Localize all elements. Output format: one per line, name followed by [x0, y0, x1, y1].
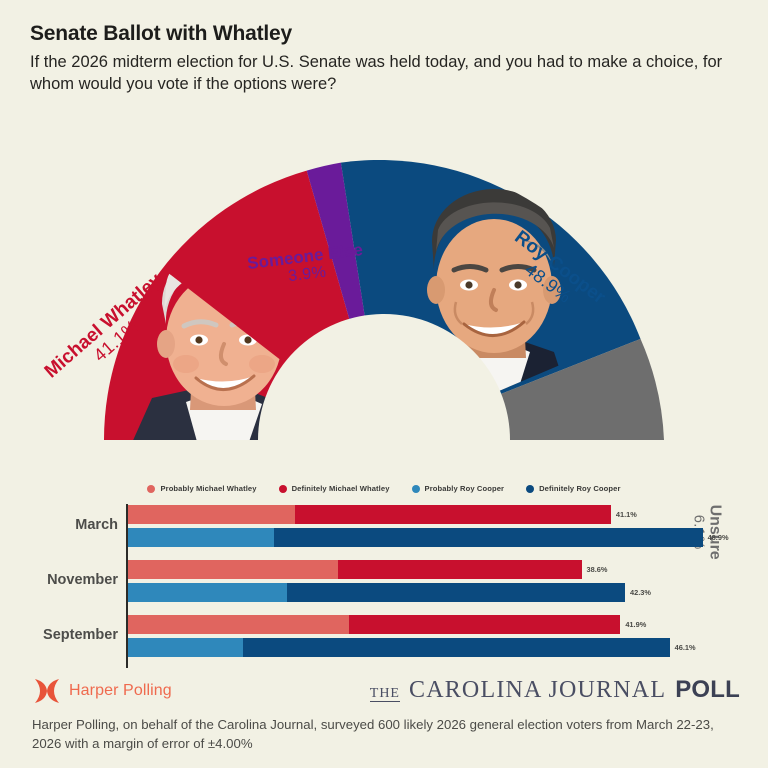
half-donut-gauge: Michael Whatley 41.1% Someone Else 3.9% … — [0, 118, 768, 560]
stacked-bar-chart: March 41.1% 48.9% November 38.6% 42.3% Septemb… — [0, 502, 768, 670]
harper-polling-label: Harper Polling — [69, 682, 172, 699]
bar-value-label: 42.3% — [630, 588, 651, 597]
legend-label: Definitely Michael Whatley — [291, 484, 390, 493]
legend-item: Probably Michael Whatley — [147, 484, 256, 493]
cj-the-label: THE — [369, 686, 400, 703]
bar-value-label: 41.1% — [615, 510, 637, 519]
bar-row: 41.1% — [128, 505, 637, 524]
legend: Probably Michael Whatley Definitely Micha… — [0, 484, 768, 493]
bar-group-label: November — [47, 572, 118, 588]
bar-group: November 38.6% 42.3% — [0, 559, 768, 605]
header: Senate Ballot with Whatley If the 2026 m… — [30, 22, 742, 96]
bar-segment — [128, 583, 287, 602]
chart-axis-line — [126, 504, 128, 668]
bar-group-label: September — [43, 627, 118, 643]
legend-swatch-icon — [278, 484, 287, 493]
bar-group: March 41.1% 48.9% — [0, 504, 768, 550]
methodology-footnote: Harper Polling, on behalf of the Carolin… — [32, 717, 714, 751]
legend-label: Probably Michael Whatley — [160, 484, 257, 493]
legend-swatch-icon — [411, 484, 420, 493]
bar-value-label: 41.9% — [625, 620, 647, 629]
bar-segment — [128, 638, 244, 657]
bar-segment — [128, 528, 274, 547]
bar-row: 41.9% — [128, 615, 646, 634]
legend-item: Probably Roy Cooper — [411, 484, 505, 493]
bar-row: 48.9% — [128, 528, 729, 547]
cj-name-label: CAROLINA JOURNAL — [408, 677, 667, 703]
legend-label: Probably Roy Cooper — [424, 484, 505, 493]
bar-row: 42.3% — [128, 583, 651, 602]
bar-segment — [128, 615, 349, 634]
footer: Harper Polling THE CAROLINA JOURNAL POLL… — [0, 672, 768, 768]
bar-segment — [294, 505, 611, 524]
bar-group: September 41.9% 46.1% — [0, 614, 768, 660]
page-title: Senate Ballot with Whatley — [30, 22, 293, 45]
cj-poll-label: POLL — [675, 676, 740, 703]
legend-swatch-icon — [526, 484, 535, 493]
bar-segment — [128, 505, 295, 524]
bar-segment — [348, 615, 621, 634]
bar-segment — [128, 560, 339, 579]
bar-segment — [273, 528, 703, 547]
bar-value-label: 38.6% — [586, 565, 608, 574]
legend-swatch-icon — [147, 484, 156, 493]
legend-item: Definitely Michael Whatley — [278, 484, 390, 493]
gauge-inner-hole — [258, 314, 510, 460]
bar-value-label: 46.1% — [674, 643, 696, 652]
bar-value-label: 48.9% — [707, 533, 729, 542]
bar-segment — [243, 638, 670, 657]
bar-group-label: March — [75, 517, 118, 533]
carolina-journal-poll-logo: THE CAROLINA JOURNAL POLL — [369, 676, 740, 704]
legend-label: Definitely Roy Cooper — [539, 484, 621, 493]
harper-polling-logo: Harper Polling — [32, 676, 172, 706]
bar-segment — [338, 560, 582, 579]
gauge-svg — [104, 160, 664, 460]
legend-item: Definitely Roy Cooper — [526, 484, 620, 493]
bar-segment — [286, 583, 626, 602]
harper-x-icon — [35, 679, 59, 703]
page-subtitle: If the 2026 midterm election for U.S. Se… — [30, 53, 723, 94]
bar-row: 46.1% — [128, 638, 696, 657]
bar-row: 38.6% — [128, 560, 608, 579]
